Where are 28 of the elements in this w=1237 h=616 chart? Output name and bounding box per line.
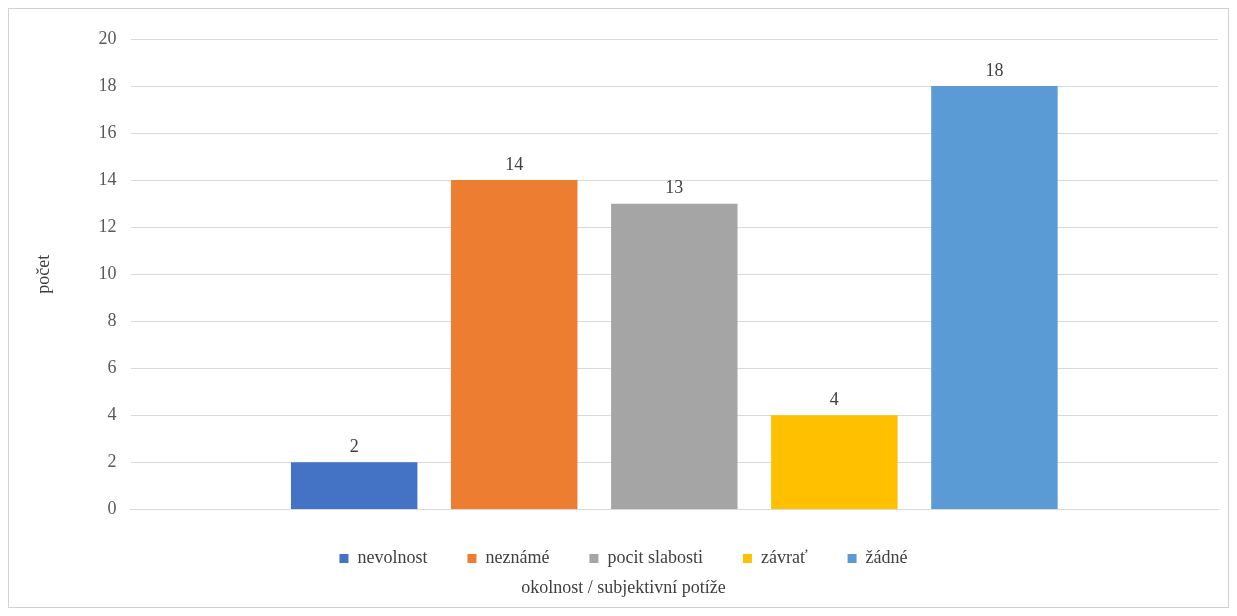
y-tick-label: 16 [98,121,117,142]
y-tick-label: 20 [98,27,117,48]
y-tick-label: 4 [107,404,117,425]
legend-label: závrať [760,547,808,568]
y-tick-label: 2 [107,451,117,472]
data-label: 2 [349,436,359,457]
bar [611,203,738,509]
x-axis-title: okolnost / subjektivní potíže [521,576,726,597]
legend-label: pocit slabosti [607,547,703,568]
y-axis-title: počet [32,254,53,294]
y-tick-label: 12 [98,215,117,236]
bar [290,462,418,509]
y-tick-label: 18 [98,74,117,95]
bar [931,86,1058,509]
y-tick-label: 10 [98,262,117,283]
y-tick-label: 6 [107,357,117,378]
data-label: 18 [985,59,1004,80]
legend-label: neznámé [485,547,550,568]
y-tick-label: 8 [107,309,117,330]
data-label: 13 [665,177,684,198]
y-tick-label: 0 [107,498,117,519]
data-label: 4 [829,389,839,410]
legend-label: žádné [865,547,908,568]
data-label: 14 [505,153,524,174]
y-tick-label: 14 [98,168,117,189]
legend-label: nevolnost [357,547,428,568]
bar [771,415,898,509]
bar [451,180,578,509]
